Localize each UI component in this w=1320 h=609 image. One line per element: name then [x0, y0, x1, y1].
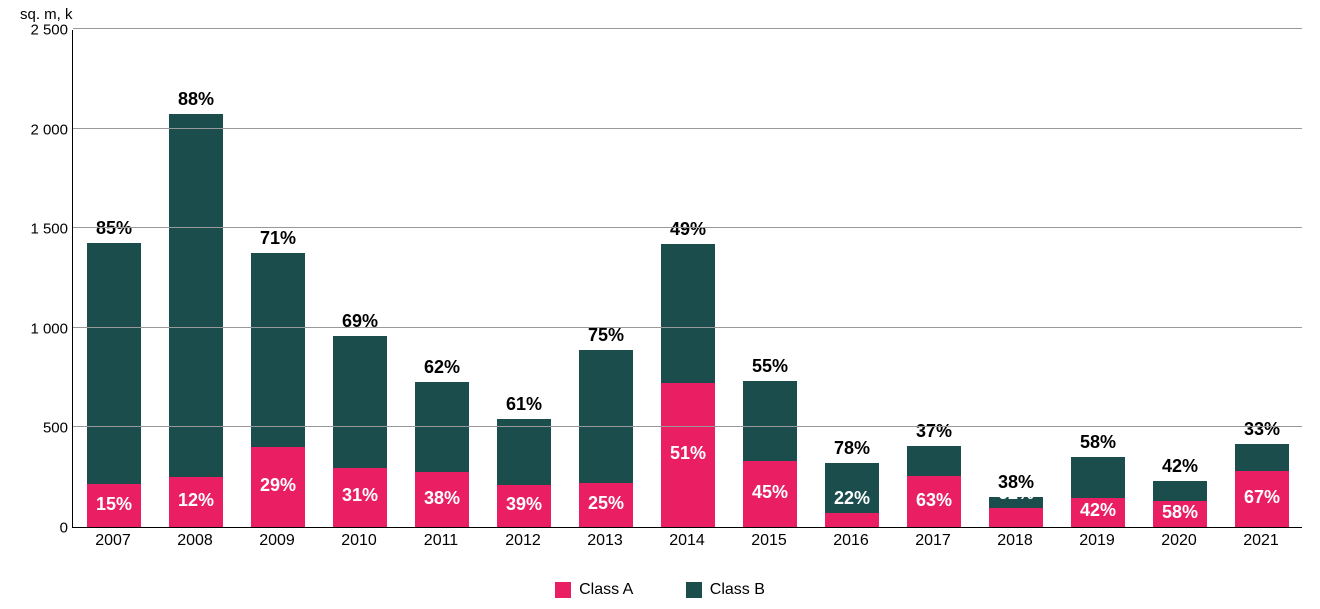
pct-label-b: 69%	[333, 311, 387, 332]
legend: Class A Class B	[0, 581, 1320, 603]
grid-line	[73, 327, 1302, 328]
bar-segment-class-a	[251, 447, 305, 527]
bar-segment-class-b	[1071, 457, 1125, 497]
grid-line	[73, 426, 1302, 427]
bar-segment-class-b	[169, 114, 223, 478]
grid-line	[73, 227, 1302, 228]
x-tick-label: 2017	[915, 532, 951, 550]
x-tick-label: 2016	[833, 532, 869, 550]
pct-label-b: 78%	[825, 438, 879, 459]
y-axis-label: sq. m, k	[20, 6, 73, 23]
bar-segment-class-a	[1071, 498, 1125, 527]
stacked-bar-chart: sq. m, k 15%85%12%88%29%71%31%69%38%62%3…	[0, 0, 1320, 609]
pct-label-b: 58%	[1071, 432, 1125, 453]
y-tick-label: 500	[8, 420, 68, 437]
bars-layer: 15%85%12%88%29%71%31%69%38%62%39%61%25%7…	[73, 30, 1302, 527]
y-tick-label: 2 000	[8, 121, 68, 138]
x-tick-label: 2020	[1161, 532, 1197, 550]
bar-segment-class-b	[825, 463, 879, 513]
bar-segment-class-a	[333, 468, 387, 527]
bar-segment-class-a	[661, 383, 715, 527]
x-tick-label: 2008	[177, 532, 213, 550]
pct-label-b: 42%	[1153, 456, 1207, 477]
y-tick-label: 0	[8, 520, 68, 537]
grid-line	[73, 28, 1302, 29]
pct-label-b: 75%	[579, 325, 633, 346]
pct-label-b: 55%	[743, 356, 797, 377]
x-tick-label: 2012	[505, 532, 541, 550]
bar-segment-class-b	[251, 253, 305, 448]
legend-label-a: Class A	[579, 581, 633, 599]
x-tick-label: 2009	[259, 532, 295, 550]
bar-segment-class-a	[415, 472, 469, 527]
bar-segment-class-b	[579, 350, 633, 483]
plot-area: 15%85%12%88%29%71%31%69%38%62%39%61%25%7…	[72, 30, 1302, 528]
bar-segment-class-a	[743, 461, 797, 527]
legend-swatch-b	[686, 582, 702, 598]
bar-segment-class-b	[87, 243, 141, 485]
bar-segment-class-a	[1153, 501, 1207, 527]
x-tick-label: 2014	[669, 532, 705, 550]
bar-segment-class-a	[579, 483, 633, 527]
x-tick-label: 2007	[95, 532, 131, 550]
bar-segment-class-a	[497, 485, 551, 527]
bar-segment-class-a	[87, 484, 141, 527]
pct-label-b: 33%	[1235, 419, 1289, 440]
pct-label-b: 61%	[497, 394, 551, 415]
bar-segment-class-b	[907, 446, 961, 476]
pct-label-b: 37%	[907, 421, 961, 442]
bar-segment-class-b	[497, 419, 551, 485]
bar-segment-class-b	[989, 497, 1043, 508]
x-tick-label: 2018	[997, 532, 1033, 550]
bar-segment-class-b	[1235, 444, 1289, 471]
pct-label-b: 49%	[661, 219, 715, 240]
bar-segment-class-b	[743, 381, 797, 461]
bar-segment-class-b	[661, 244, 715, 382]
x-tick-label: 2011	[424, 532, 458, 550]
pct-label-b: 38%	[989, 472, 1043, 493]
x-tick-label: 2021	[1243, 532, 1279, 550]
bar-segment-class-a	[907, 476, 961, 527]
legend-swatch-a	[555, 582, 571, 598]
y-tick-label: 2 500	[8, 22, 68, 39]
bar-segment-class-a	[1235, 471, 1289, 527]
x-tick-label: 2013	[587, 532, 623, 550]
bar-segment-class-b	[1153, 481, 1207, 500]
bar-segment-class-a	[169, 477, 223, 527]
bar-segment-class-a	[825, 513, 879, 527]
bar-segment-class-a	[989, 508, 1043, 527]
pct-label-b: 88%	[169, 89, 223, 110]
pct-label-b: 71%	[251, 228, 305, 249]
bar-segment-class-b	[333, 336, 387, 468]
pct-label-b: 62%	[415, 357, 469, 378]
y-tick-label: 1 500	[8, 221, 68, 238]
legend-item-class-a: Class A	[555, 581, 633, 599]
x-tick-label: 2010	[341, 532, 377, 550]
y-tick-label: 1 000	[8, 320, 68, 337]
legend-item-class-b: Class B	[686, 581, 765, 599]
x-tick-label: 2015	[751, 532, 787, 550]
legend-label-b: Class B	[710, 581, 765, 599]
x-tick-label: 2019	[1079, 532, 1115, 550]
grid-line	[73, 128, 1302, 129]
